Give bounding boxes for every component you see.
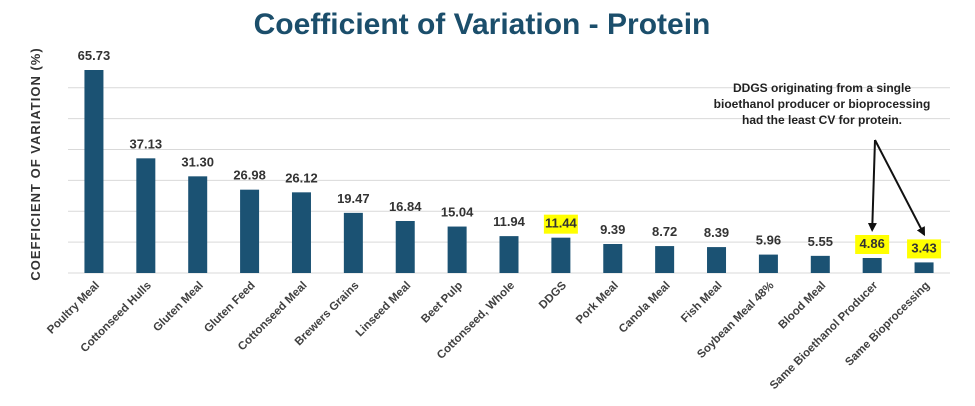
annotation-line: had the least CV for protein.: [742, 113, 902, 127]
bar: [84, 70, 104, 273]
category-label: Linseed Meal: [354, 280, 414, 340]
bar: [136, 158, 156, 273]
value-label: 3.43: [911, 240, 936, 255]
bar: [655, 246, 675, 273]
category-label: Fish Meal: [679, 280, 725, 326]
value-label: 19.47: [337, 191, 370, 206]
bars: [84, 70, 934, 273]
bar: [291, 192, 311, 273]
gridlines: [68, 87, 950, 274]
category-label: Same Bioethanol Producer: [768, 279, 881, 392]
value-label: 26.12: [285, 170, 318, 185]
value-label: 65.73: [78, 48, 111, 63]
annotation: DDGS originating from a single bioethanol…: [714, 81, 931, 237]
value-label: 5.96: [756, 233, 781, 248]
bar: [188, 176, 208, 273]
bar: [551, 237, 571, 273]
value-label: 8.72: [652, 224, 677, 239]
value-label: 9.39: [600, 222, 625, 237]
value-label: 5.55: [808, 234, 833, 249]
bar: [707, 247, 727, 273]
value-label: 31.30: [181, 154, 214, 169]
category-label: Same Bioprocessing: [843, 280, 932, 369]
value-label: 15.04: [441, 205, 474, 220]
bar: [810, 255, 830, 273]
annotation-arrow: [867, 139, 877, 232]
category-label: Beet Pulp: [419, 280, 465, 326]
value-label: 4.86: [860, 236, 885, 251]
value-labels: 65.73 37.13 31.30 26.98 26.12 19.47 16.84 15.04…: [78, 48, 942, 259]
bar: [240, 189, 260, 273]
category-label: Gluten Meal: [151, 280, 206, 335]
value-label-highlight: [907, 239, 942, 259]
value-label: 11.44: [545, 216, 578, 231]
value-label: 8.39: [704, 225, 729, 240]
category-label: Pork Meal: [574, 280, 621, 327]
annotation-arrow: [874, 139, 925, 237]
annotation-line: bioethanol producer or bioprocessing: [714, 97, 931, 111]
chart-title: Coefficient of Variation - Protein: [254, 8, 711, 41]
value-label-highlight: [855, 234, 890, 254]
value-label-highlight: [543, 214, 578, 234]
value-label: 26.98: [233, 168, 266, 183]
bar: [395, 220, 415, 273]
category-label: Gluten Feed: [202, 280, 257, 335]
bar: [914, 262, 934, 273]
value-label: 16.84: [389, 199, 422, 214]
category-label: Canola Meal: [617, 280, 673, 336]
bar: [447, 226, 467, 273]
value-label: 37.13: [130, 136, 163, 151]
y-axis-label: COEFFICIENT OF VARIATION (%): [28, 47, 43, 280]
annotation-line: DDGS originating from a single: [733, 81, 911, 95]
bar: [499, 236, 519, 273]
category-label: Blood Meal: [777, 280, 829, 332]
bar: [343, 212, 363, 273]
bar: [603, 244, 623, 273]
bar: [862, 257, 882, 273]
category-label: DDGS: [537, 279, 569, 311]
value-label: 11.94: [493, 214, 526, 229]
category-label: Poultry Meal: [45, 280, 102, 337]
bar: [758, 254, 778, 273]
